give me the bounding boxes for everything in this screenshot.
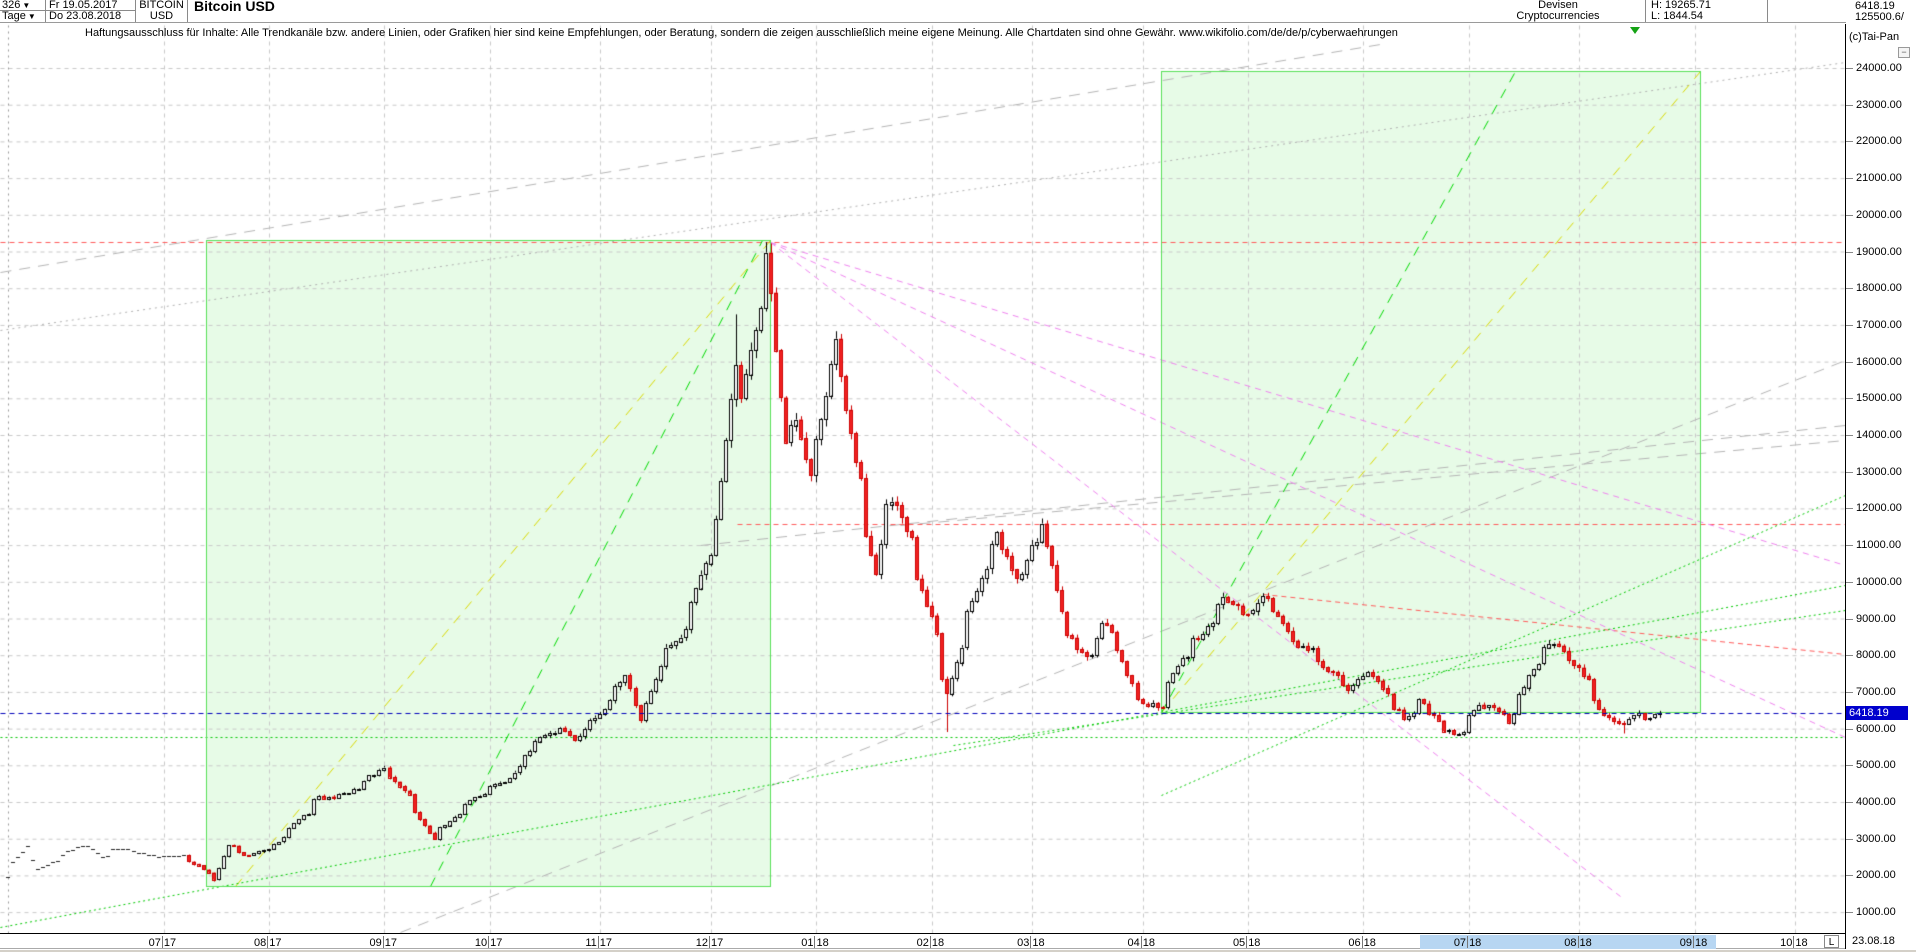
time-axis-month-label: 08 18 <box>1564 936 1592 949</box>
symbol-name: BITCOIN <box>139 0 184 11</box>
chevron-down-icon: ▼ <box>27 12 36 21</box>
period-dropdown[interactable]: Tage ▼ <box>0 11 46 22</box>
price-axis-label: 3000.00 <box>1856 832 1896 845</box>
price-axis-tick <box>1846 838 1853 840</box>
price-axis-label: 1000.00 <box>1856 906 1896 919</box>
price-axis-tick <box>1846 765 1853 767</box>
price-axis-label: 6000.00 <box>1856 722 1896 735</box>
price-axis-tick <box>1846 802 1853 803</box>
price-axis-label: 22000.00 <box>1856 135 1902 148</box>
current-price-badge: 6418.19 <box>1846 706 1908 721</box>
time-axis-month-label: 11 17 <box>585 936 613 949</box>
price-axis-label: 24000.00 <box>1856 62 1902 74</box>
axis-separator <box>1845 24 1846 949</box>
time-axis-month-label: 05 18 <box>1232 936 1261 949</box>
bars-count-dropdown[interactable]: 326 ▼ <box>0 0 46 11</box>
symbol-currency: USD <box>149 10 174 22</box>
price-axis-label: 13000.00 <box>1856 465 1902 478</box>
disclaimer-text: Haftungsausschluss für Inhalte: Alle Tre… <box>85 27 1398 39</box>
price-axis-label: 5000.00 <box>1856 759 1896 772</box>
category-line1: Devisen <box>1538 0 1578 11</box>
price-axis-tick <box>1846 618 1853 620</box>
price-axis-tick <box>1846 104 1853 106</box>
time-axis[interactable]: L 07 17 08 17 09 17 10 17 11 17 12 17 01 18 02 18 03 18 04… <box>0 933 1845 949</box>
symbol-cell: BITCOIN USD <box>136 0 188 22</box>
price-axis-label: 15000.00 <box>1856 392 1902 405</box>
last-bar-indicator: L <box>1824 935 1839 948</box>
price-axis-label: 23000.00 <box>1856 98 1902 111</box>
range-high: H: 19265.71 <box>1651 0 1711 11</box>
price-axis-label: 16000.00 <box>1856 355 1902 368</box>
price-axis-tick <box>1846 655 1853 657</box>
price-axis-label: 2000.00 <box>1856 869 1896 882</box>
time-axis-month-label: 07 18 <box>1453 936 1482 949</box>
price-axis-tick <box>1846 581 1853 583</box>
last-close-value: 6418.19 <box>1846 0 1916 12</box>
high-low-cell: H: 19265.71 L: 1844.54 <box>1646 0 1768 22</box>
category-line2: Cryptocurrencies <box>1516 10 1600 22</box>
copyright-watermark: (c)Tai-Pan <box>1849 31 1900 43</box>
time-axis-month-label: 10 18 <box>1780 936 1808 949</box>
price-axis-label: 4000.00 <box>1856 796 1896 808</box>
date-from-field[interactable]: Fr 19.05.2017 <box>46 0 136 11</box>
price-axis-label: 17000.00 <box>1856 318 1902 331</box>
time-axis-month-label: 09 18 <box>1679 936 1708 949</box>
price-axis-label: 18000.00 <box>1856 282 1902 295</box>
price-axis-tick <box>1846 361 1853 363</box>
price-axis[interactable]: 24000.00 23000.00 22000.00 21000.00 20000.00… <box>1846 24 1916 933</box>
bottom-strip <box>0 950 1916 952</box>
price-axis-label: 12000.00 <box>1856 502 1902 515</box>
price-axis-label: 7000.00 <box>1856 685 1896 698</box>
price-axis-tick <box>1846 875 1853 877</box>
marker-triangle-icon <box>1630 27 1640 34</box>
date-to-field[interactable]: Do 23.08.2018 <box>46 11 136 22</box>
time-axis-month-label: 04 18 <box>1127 936 1156 949</box>
price-axis-label: 10000.00 <box>1856 575 1902 588</box>
price-axis-label: 20000.00 <box>1856 208 1902 221</box>
volume-value: 125500.6/ <box>1846 11 1916 23</box>
time-axis-month-label: 06 18 <box>1348 936 1376 949</box>
time-axis-month-label: 10 17 <box>474 936 503 949</box>
collapse-axis-button[interactable]: − <box>1898 47 1910 58</box>
time-axis-month-label: 07 17 <box>148 936 177 949</box>
price-axis-label: 14000.00 <box>1856 429 1902 441</box>
price-axis-tick <box>1846 68 1853 69</box>
price-axis-tick <box>1846 178 1853 180</box>
price-axis-tick <box>1846 545 1853 547</box>
category-cell: Devisen Cryptocurrencies <box>1471 0 1646 22</box>
range-low: L: 1844.54 <box>1651 10 1703 22</box>
price-axis-tick <box>1846 251 1853 253</box>
page-title: Bitcoin USD <box>194 0 275 14</box>
candlestick-chart[interactable] <box>0 24 1845 933</box>
price-axis-label: 9000.00 <box>1856 612 1896 625</box>
price-axis-tick <box>1846 288 1853 290</box>
time-axis-month-label: 12 17 <box>695 936 724 949</box>
chart-header: 326 ▼ Tage ▼ Fr 19.05.2017 Do 23.08.2018 B… <box>0 0 1916 23</box>
price-axis-tick <box>1846 398 1853 400</box>
price-axis-label: 21000.00 <box>1856 172 1902 185</box>
price-axis-label: 19000.00 <box>1856 245 1902 258</box>
price-axis-tick <box>1846 324 1853 326</box>
price-axis-tick <box>1846 214 1853 216</box>
chevron-down-icon: ▼ <box>22 1 31 10</box>
price-axis-tick <box>1846 141 1853 143</box>
price-axis-label: 8000.00 <box>1856 649 1896 662</box>
time-axis-month-label: 01 18 <box>801 936 829 949</box>
price-axis-tick <box>1846 508 1853 510</box>
price-axis-tick <box>1846 691 1853 693</box>
price-axis-tick <box>1846 435 1853 436</box>
last-date-label: 23.08.18 <box>1852 935 1912 947</box>
time-axis-month-label: 09 17 <box>369 936 397 949</box>
time-axis-month-label: 08 17 <box>254 936 282 949</box>
time-axis-month-label: 03 18 <box>1017 936 1045 949</box>
time-axis-month-label: 02 18 <box>916 936 945 949</box>
price-axis-tick <box>1846 471 1853 473</box>
price-axis-tick <box>1846 912 1853 914</box>
price-axis-label: 11000.00 <box>1856 539 1902 552</box>
time-axis-highlight-band <box>1420 935 1716 949</box>
price-axis-tick <box>1846 728 1853 730</box>
